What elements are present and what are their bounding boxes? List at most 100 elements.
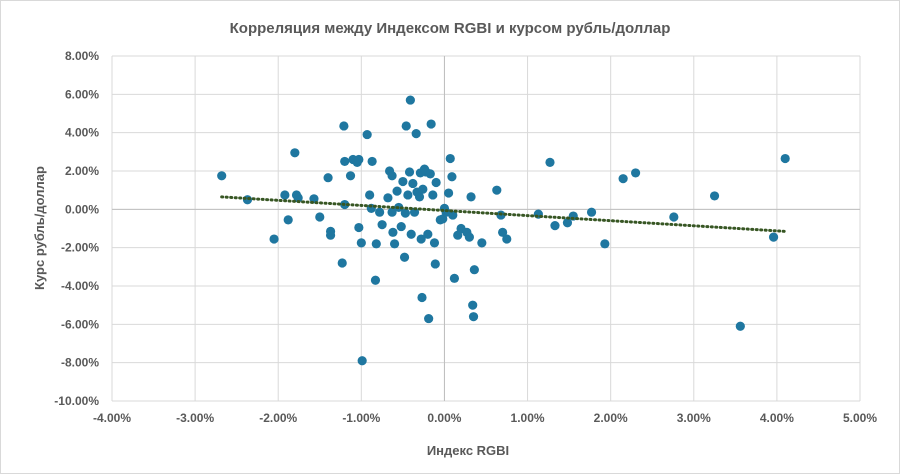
data-point xyxy=(414,192,425,202)
data-point xyxy=(354,222,364,233)
y-tick-label: -10.00% xyxy=(54,394,99,408)
data-point xyxy=(780,153,790,164)
y-tick-label: 6.00% xyxy=(65,87,99,101)
data-point xyxy=(269,234,279,244)
x-tick-label: -1.00% xyxy=(342,411,380,425)
data-point xyxy=(389,239,400,249)
data-point xyxy=(545,157,555,167)
data-point xyxy=(417,292,427,303)
data-point xyxy=(387,207,397,217)
data-point xyxy=(709,191,720,201)
y-tick-label: -8.00% xyxy=(61,356,99,370)
data-point xyxy=(631,168,641,178)
data-point xyxy=(377,220,387,230)
data-point xyxy=(283,215,293,225)
data-point xyxy=(477,238,487,248)
data-point xyxy=(448,210,458,220)
data-point xyxy=(392,186,402,196)
data-point xyxy=(357,356,367,366)
data-point xyxy=(468,300,478,310)
data-point xyxy=(315,212,325,222)
data-point xyxy=(735,321,745,331)
y-tick-label: 2.00% xyxy=(65,164,99,178)
x-tick-label: 0.00% xyxy=(427,411,461,425)
x-tick-label: 1.00% xyxy=(511,411,545,425)
data-point xyxy=(337,258,347,268)
data-point xyxy=(290,148,300,158)
data-point xyxy=(431,177,441,188)
data-point xyxy=(586,207,597,217)
data-point xyxy=(367,156,377,167)
data-point xyxy=(498,227,508,237)
y-tick-label: -4.00% xyxy=(61,279,99,293)
data-points xyxy=(217,95,790,366)
data-point xyxy=(418,184,428,194)
data-point xyxy=(416,234,426,244)
data-point xyxy=(411,129,421,139)
chart-title: Корреляция между Индексом RGBI и курсом … xyxy=(230,20,671,37)
data-point xyxy=(449,273,460,283)
data-point xyxy=(398,176,408,187)
gridlines xyxy=(111,55,861,402)
data-point xyxy=(323,173,333,183)
data-point xyxy=(404,167,415,177)
y-tick-label: 0.00% xyxy=(65,202,99,216)
data-point xyxy=(550,221,560,231)
data-point xyxy=(345,171,356,181)
data-point xyxy=(280,190,290,200)
y-axis-label: Курс рубль/доллар xyxy=(32,166,47,290)
data-point xyxy=(217,171,227,181)
data-point xyxy=(383,193,393,203)
data-point xyxy=(362,129,372,140)
data-point xyxy=(562,218,573,228)
x-tick-label: -4.00% xyxy=(93,411,131,425)
data-point xyxy=(768,232,779,242)
data-point xyxy=(468,312,479,322)
data-point xyxy=(371,239,381,249)
data-point xyxy=(423,229,433,239)
data-point xyxy=(406,229,416,239)
data-point xyxy=(408,178,418,189)
data-point xyxy=(600,239,610,249)
trendline xyxy=(220,195,787,233)
x-tick-label: 3.00% xyxy=(677,411,711,425)
y-tick-label: -2.00% xyxy=(61,241,99,255)
data-point xyxy=(424,313,434,324)
data-point xyxy=(669,212,679,222)
data-point xyxy=(325,230,336,240)
data-point xyxy=(370,275,381,285)
x-axis-label: Индекс RGBI xyxy=(427,443,509,458)
data-point xyxy=(447,172,457,182)
data-point xyxy=(340,156,350,167)
y-tick-label: 8.00% xyxy=(65,49,99,63)
data-point xyxy=(428,190,438,200)
x-tick-label: 5.00% xyxy=(843,411,877,425)
x-tick-label: -3.00% xyxy=(176,411,214,425)
data-point xyxy=(464,232,474,242)
data-point xyxy=(425,169,435,179)
data-point xyxy=(426,119,436,129)
data-point xyxy=(388,227,398,237)
data-point xyxy=(502,234,512,244)
data-point xyxy=(445,153,455,164)
data-point xyxy=(492,185,502,195)
y-tick-label: -6.00% xyxy=(61,317,99,331)
y-tick-label: 4.00% xyxy=(65,126,99,140)
data-point xyxy=(618,174,628,184)
x-tick-label: -2.00% xyxy=(259,411,297,425)
data-point xyxy=(403,190,413,200)
data-point xyxy=(444,188,454,198)
data-point xyxy=(469,265,479,275)
data-point xyxy=(430,259,440,269)
data-point xyxy=(339,121,349,131)
x-tick-label: 4.00% xyxy=(760,411,794,425)
data-point xyxy=(399,252,410,262)
data-point xyxy=(365,190,375,200)
data-point xyxy=(396,221,406,232)
x-axis-ticks: -4.00% -3.00% -2.00% -1.00% 0.00% 1.00% 2.00% 3… xyxy=(93,411,877,425)
data-point xyxy=(429,238,440,248)
data-point xyxy=(293,193,303,203)
y-axis-ticks: 8.00% 6.00% 4.00% 2.00% 0.00% -2.00% -4.00% -6.… xyxy=(54,49,99,408)
